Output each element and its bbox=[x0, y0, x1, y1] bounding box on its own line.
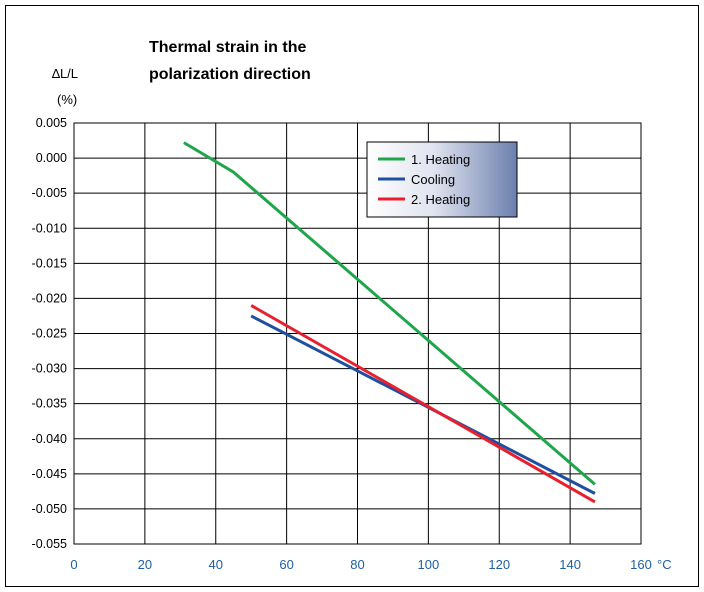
y-tick-label: -0.020 bbox=[32, 291, 67, 305]
x-tick-label: 140 bbox=[559, 557, 581, 572]
x-tick-labels: 0 20 40 60 80 100 120 140 160 bbox=[70, 557, 651, 572]
y-tick-label: -0.030 bbox=[32, 362, 67, 376]
legend-label: Cooling bbox=[411, 172, 455, 187]
x-tick-label: 0 bbox=[70, 557, 77, 572]
chart-title-line-2: polarization direction bbox=[149, 66, 311, 83]
x-tick-label: 60 bbox=[279, 557, 293, 572]
series-layer bbox=[183, 141, 596, 504]
x-tick-label: 80 bbox=[350, 557, 364, 572]
y-tick-label: -0.015 bbox=[32, 256, 67, 270]
y-tick-label: -0.040 bbox=[32, 432, 67, 446]
series-line bbox=[183, 141, 596, 486]
x-tick-label: 20 bbox=[138, 557, 152, 572]
legend-label: 2. Heating bbox=[411, 192, 470, 207]
x-tick-label: 160 bbox=[630, 557, 652, 572]
y-tick-label: -0.035 bbox=[32, 397, 67, 411]
x-tick-label: 100 bbox=[418, 557, 440, 572]
chart-frame: 0.005 0.000 -0.005 -0.010 -0.015 -0.020 -0.025… bbox=[5, 5, 699, 587]
legend: 1. Heating Cooling 2. Heating bbox=[366, 141, 518, 218]
y-tick-labels: 0.005 0.000 -0.005 -0.010 -0.015 -0.020 -0.025… bbox=[32, 116, 68, 551]
chart-canvas: 0.005 0.000 -0.005 -0.010 -0.015 -0.020 -0.025… bbox=[32, 39, 672, 572]
y-tick-label: -0.005 bbox=[32, 186, 67, 200]
legend-label: 1. Heating bbox=[411, 152, 470, 167]
y-tick-label: -0.050 bbox=[32, 502, 67, 516]
y-tick-label: -0.025 bbox=[32, 327, 67, 341]
y-tick-label: -0.010 bbox=[32, 221, 67, 235]
x-tick-label: 120 bbox=[488, 557, 510, 572]
series-line bbox=[250, 304, 596, 504]
x-tick-label: 40 bbox=[209, 557, 223, 572]
y-axis-unit: (%) bbox=[57, 92, 77, 107]
y-tick-label: -0.055 bbox=[32, 537, 67, 551]
y-tick-label: 0.000 bbox=[36, 151, 67, 165]
plot-border bbox=[73, 122, 642, 545]
y-tick-label: -0.045 bbox=[32, 467, 67, 481]
chart-title-line-1: Thermal strain in the bbox=[149, 39, 306, 56]
x-axis-unit: °C bbox=[657, 557, 672, 572]
y-axis-label: ∆L/L bbox=[52, 66, 78, 81]
y-tick-label: 0.005 bbox=[36, 116, 67, 130]
